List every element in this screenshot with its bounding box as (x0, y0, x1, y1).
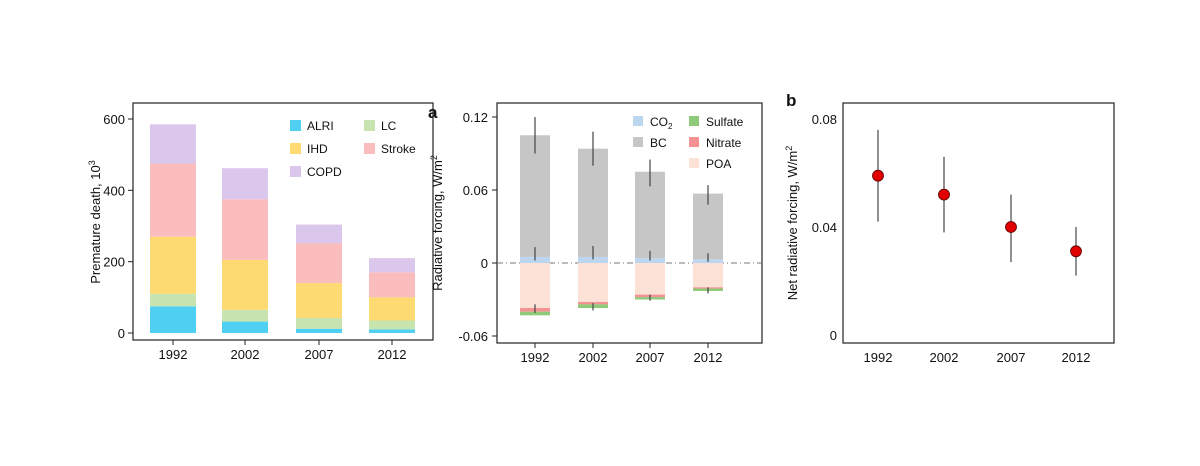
x-tick-label: 2007 (305, 347, 334, 362)
x-tick-label: 2012 (378, 347, 407, 362)
bar-copd-2012 (369, 258, 415, 273)
legend-label-sulfate: Sulfate (706, 115, 744, 129)
bar-sulfate-1992 (520, 311, 550, 316)
chart-radiative-forcing: a -0.06 0 0.06 0.12 1992 2002 2007 2012 Radiative… (428, 102, 763, 365)
y-axis-label: Net radiative forcing, W/m2 (784, 146, 800, 301)
bar-lc-2012 (369, 320, 415, 330)
bar-copd-1992 (150, 124, 196, 164)
bar-ihd-2012 (369, 297, 415, 321)
legend-swatch-alri (290, 120, 301, 131)
bar-alri-2002 (222, 321, 268, 333)
x-tick-label: 2007 (636, 350, 665, 365)
bar-copd-2002 (222, 168, 268, 200)
x-tick-label: 1992 (159, 347, 188, 362)
bar-alri-1992 (150, 306, 196, 333)
bar-poa-1992 (520, 263, 550, 309)
panel-label-b: b (786, 91, 796, 110)
bar-ihd-1992 (150, 236, 196, 294)
bar-alri-2007 (296, 328, 342, 333)
plot-frame (842, 102, 1115, 344)
bar-bc-2002 (578, 148, 608, 257)
legend-label-alri: ALRI (307, 119, 334, 133)
bar-ihd-2007 (296, 283, 342, 319)
y-axis-label: Premature death, 103 (87, 160, 103, 284)
bar-alri-2012 (369, 329, 415, 333)
bar-lc-2002 (222, 309, 268, 322)
legend-swatch-stroke (364, 143, 375, 154)
panel-label-a: a (428, 103, 438, 122)
y-tick-label: 0.06 (463, 183, 488, 198)
legend-label-copd: COPD (307, 165, 342, 179)
y-tick-label: 600 (103, 112, 125, 127)
legend-swatch-nitrate (689, 137, 699, 147)
legend-swatch-poa (689, 158, 699, 168)
plot-frame (132, 102, 434, 341)
legend-label-lc: LC (381, 119, 397, 133)
legend-label-co: CO2 (650, 115, 673, 131)
legend-label-nitrate: Nitrate (706, 136, 742, 150)
bar-nitrate-2002 (578, 301, 608, 305)
x-tick-label: 2012 (1062, 350, 1091, 365)
y-tick-label: 0.08 (812, 112, 837, 127)
x-tick-label: 2002 (231, 347, 260, 362)
bar-stroke-2007 (296, 243, 342, 284)
bar-stroke-2002 (222, 199, 268, 260)
bar-poa-2002 (578, 263, 608, 302)
y-tick-label: 0.04 (812, 220, 837, 235)
legend-swatch-bc (633, 137, 643, 147)
legend-swatch-lc (364, 120, 375, 131)
bar-poa-2007 (635, 263, 665, 295)
bar-stroke-1992 (150, 163, 196, 237)
chart-premature-death: 0 200 400 600 1992 2002 2007 2012 Premature deat… (87, 102, 434, 362)
legend-label-bc: BC (650, 136, 667, 150)
point-1992 (872, 169, 884, 182)
point-2002 (938, 188, 950, 201)
y-tick-label: 0 (481, 256, 488, 271)
bar-copd-2007 (296, 224, 342, 244)
y-tick-label: 0.12 (463, 110, 488, 125)
bar-lc-1992 (150, 293, 196, 307)
bar-stroke-2012 (369, 272, 415, 298)
x-tick-label: 2012 (694, 350, 723, 365)
y-tick-label: 200 (103, 255, 125, 270)
legend-swatch-co (633, 116, 643, 126)
bar-poa-2012 (693, 263, 723, 288)
x-tick-label: 1992 (521, 350, 550, 365)
x-tick-label: 2007 (997, 350, 1026, 365)
x-tick-label: 2002 (930, 350, 959, 365)
bar-co-2002 (578, 256, 608, 263)
bar-bc-1992 (520, 135, 550, 257)
legend-label-ihd: IHD (307, 142, 328, 156)
y-tick-label: 0 (830, 328, 837, 343)
y-tick-label: 0 (118, 326, 125, 341)
point-2012 (1070, 245, 1082, 258)
chart-net-radiative-forcing: b 0 0.04 0.08 1992 2002 2007 2012 Net radiative … (784, 91, 1115, 365)
x-tick-label: 1992 (864, 350, 893, 365)
legend-label-poa: POA (706, 157, 731, 171)
point-2007 (1005, 221, 1017, 233)
x-tick-label: 2002 (579, 350, 608, 365)
bar-lc-2007 (296, 318, 342, 329)
legend-swatch-sulfate (689, 116, 699, 126)
y-tick-label: 400 (103, 183, 125, 198)
plot-frame (496, 102, 763, 344)
legend-swatch-ihd (290, 143, 301, 154)
legend-label-stroke: Stroke (381, 142, 416, 156)
legend-swatch-copd (290, 166, 301, 177)
bar-ihd-2002 (222, 259, 268, 310)
y-tick-label: -0.06 (458, 329, 488, 344)
y-axis-label: Radiative forcing, W/m2 (429, 155, 445, 291)
